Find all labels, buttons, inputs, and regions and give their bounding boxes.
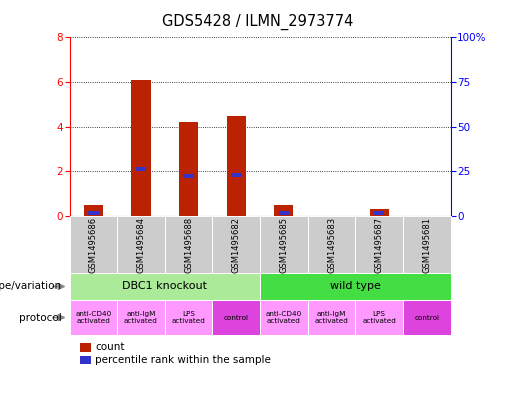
Text: count: count — [95, 342, 125, 353]
Text: GDS5428 / ILMN_2973774: GDS5428 / ILMN_2973774 — [162, 14, 353, 30]
Bar — [279, 211, 289, 215]
Bar — [84, 205, 103, 216]
Text: GSM1495687: GSM1495687 — [375, 217, 384, 273]
Bar — [370, 209, 389, 216]
Bar — [88, 211, 98, 215]
Text: wild type: wild type — [330, 281, 381, 292]
Text: GSM1495682: GSM1495682 — [232, 217, 241, 273]
Text: LPS
activated: LPS activated — [362, 311, 396, 324]
Bar — [179, 122, 198, 216]
Text: LPS
activated: LPS activated — [171, 311, 205, 324]
Text: anti-IgM
activated: anti-IgM activated — [315, 311, 349, 324]
Text: GSM1495681: GSM1495681 — [422, 217, 431, 273]
Text: control: control — [224, 314, 249, 321]
Bar — [136, 167, 146, 171]
Text: anti-CD40
activated: anti-CD40 activated — [266, 311, 302, 324]
Text: protocol: protocol — [19, 312, 61, 323]
Text: GSM1495683: GSM1495683 — [327, 217, 336, 273]
Bar — [231, 173, 242, 177]
Text: genotype/variation: genotype/variation — [0, 281, 61, 292]
Text: GSM1495685: GSM1495685 — [280, 217, 288, 273]
Bar — [227, 116, 246, 216]
Bar — [274, 205, 294, 216]
Text: anti-IgM
activated: anti-IgM activated — [124, 311, 158, 324]
Text: GSM1495686: GSM1495686 — [89, 217, 98, 273]
Text: DBC1 knockout: DBC1 knockout — [122, 281, 208, 292]
Text: GSM1495684: GSM1495684 — [136, 217, 145, 273]
Bar — [183, 174, 194, 178]
Bar — [374, 211, 384, 215]
Bar — [131, 80, 150, 216]
Text: percentile rank within the sample: percentile rank within the sample — [95, 355, 271, 365]
Text: anti-CD40
activated: anti-CD40 activated — [75, 311, 111, 324]
Text: control: control — [414, 314, 439, 321]
Text: GSM1495688: GSM1495688 — [184, 217, 193, 273]
